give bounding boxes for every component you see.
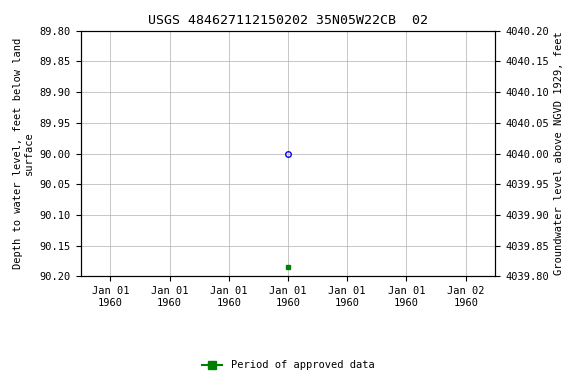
Y-axis label: Depth to water level, feet below land
surface: Depth to water level, feet below land su… bbox=[13, 38, 34, 269]
Legend: Period of approved data: Period of approved data bbox=[198, 356, 378, 374]
Title: USGS 484627112150202 35N05W22CB  02: USGS 484627112150202 35N05W22CB 02 bbox=[148, 14, 428, 27]
Y-axis label: Groundwater level above NGVD 1929, feet: Groundwater level above NGVD 1929, feet bbox=[554, 32, 564, 275]
